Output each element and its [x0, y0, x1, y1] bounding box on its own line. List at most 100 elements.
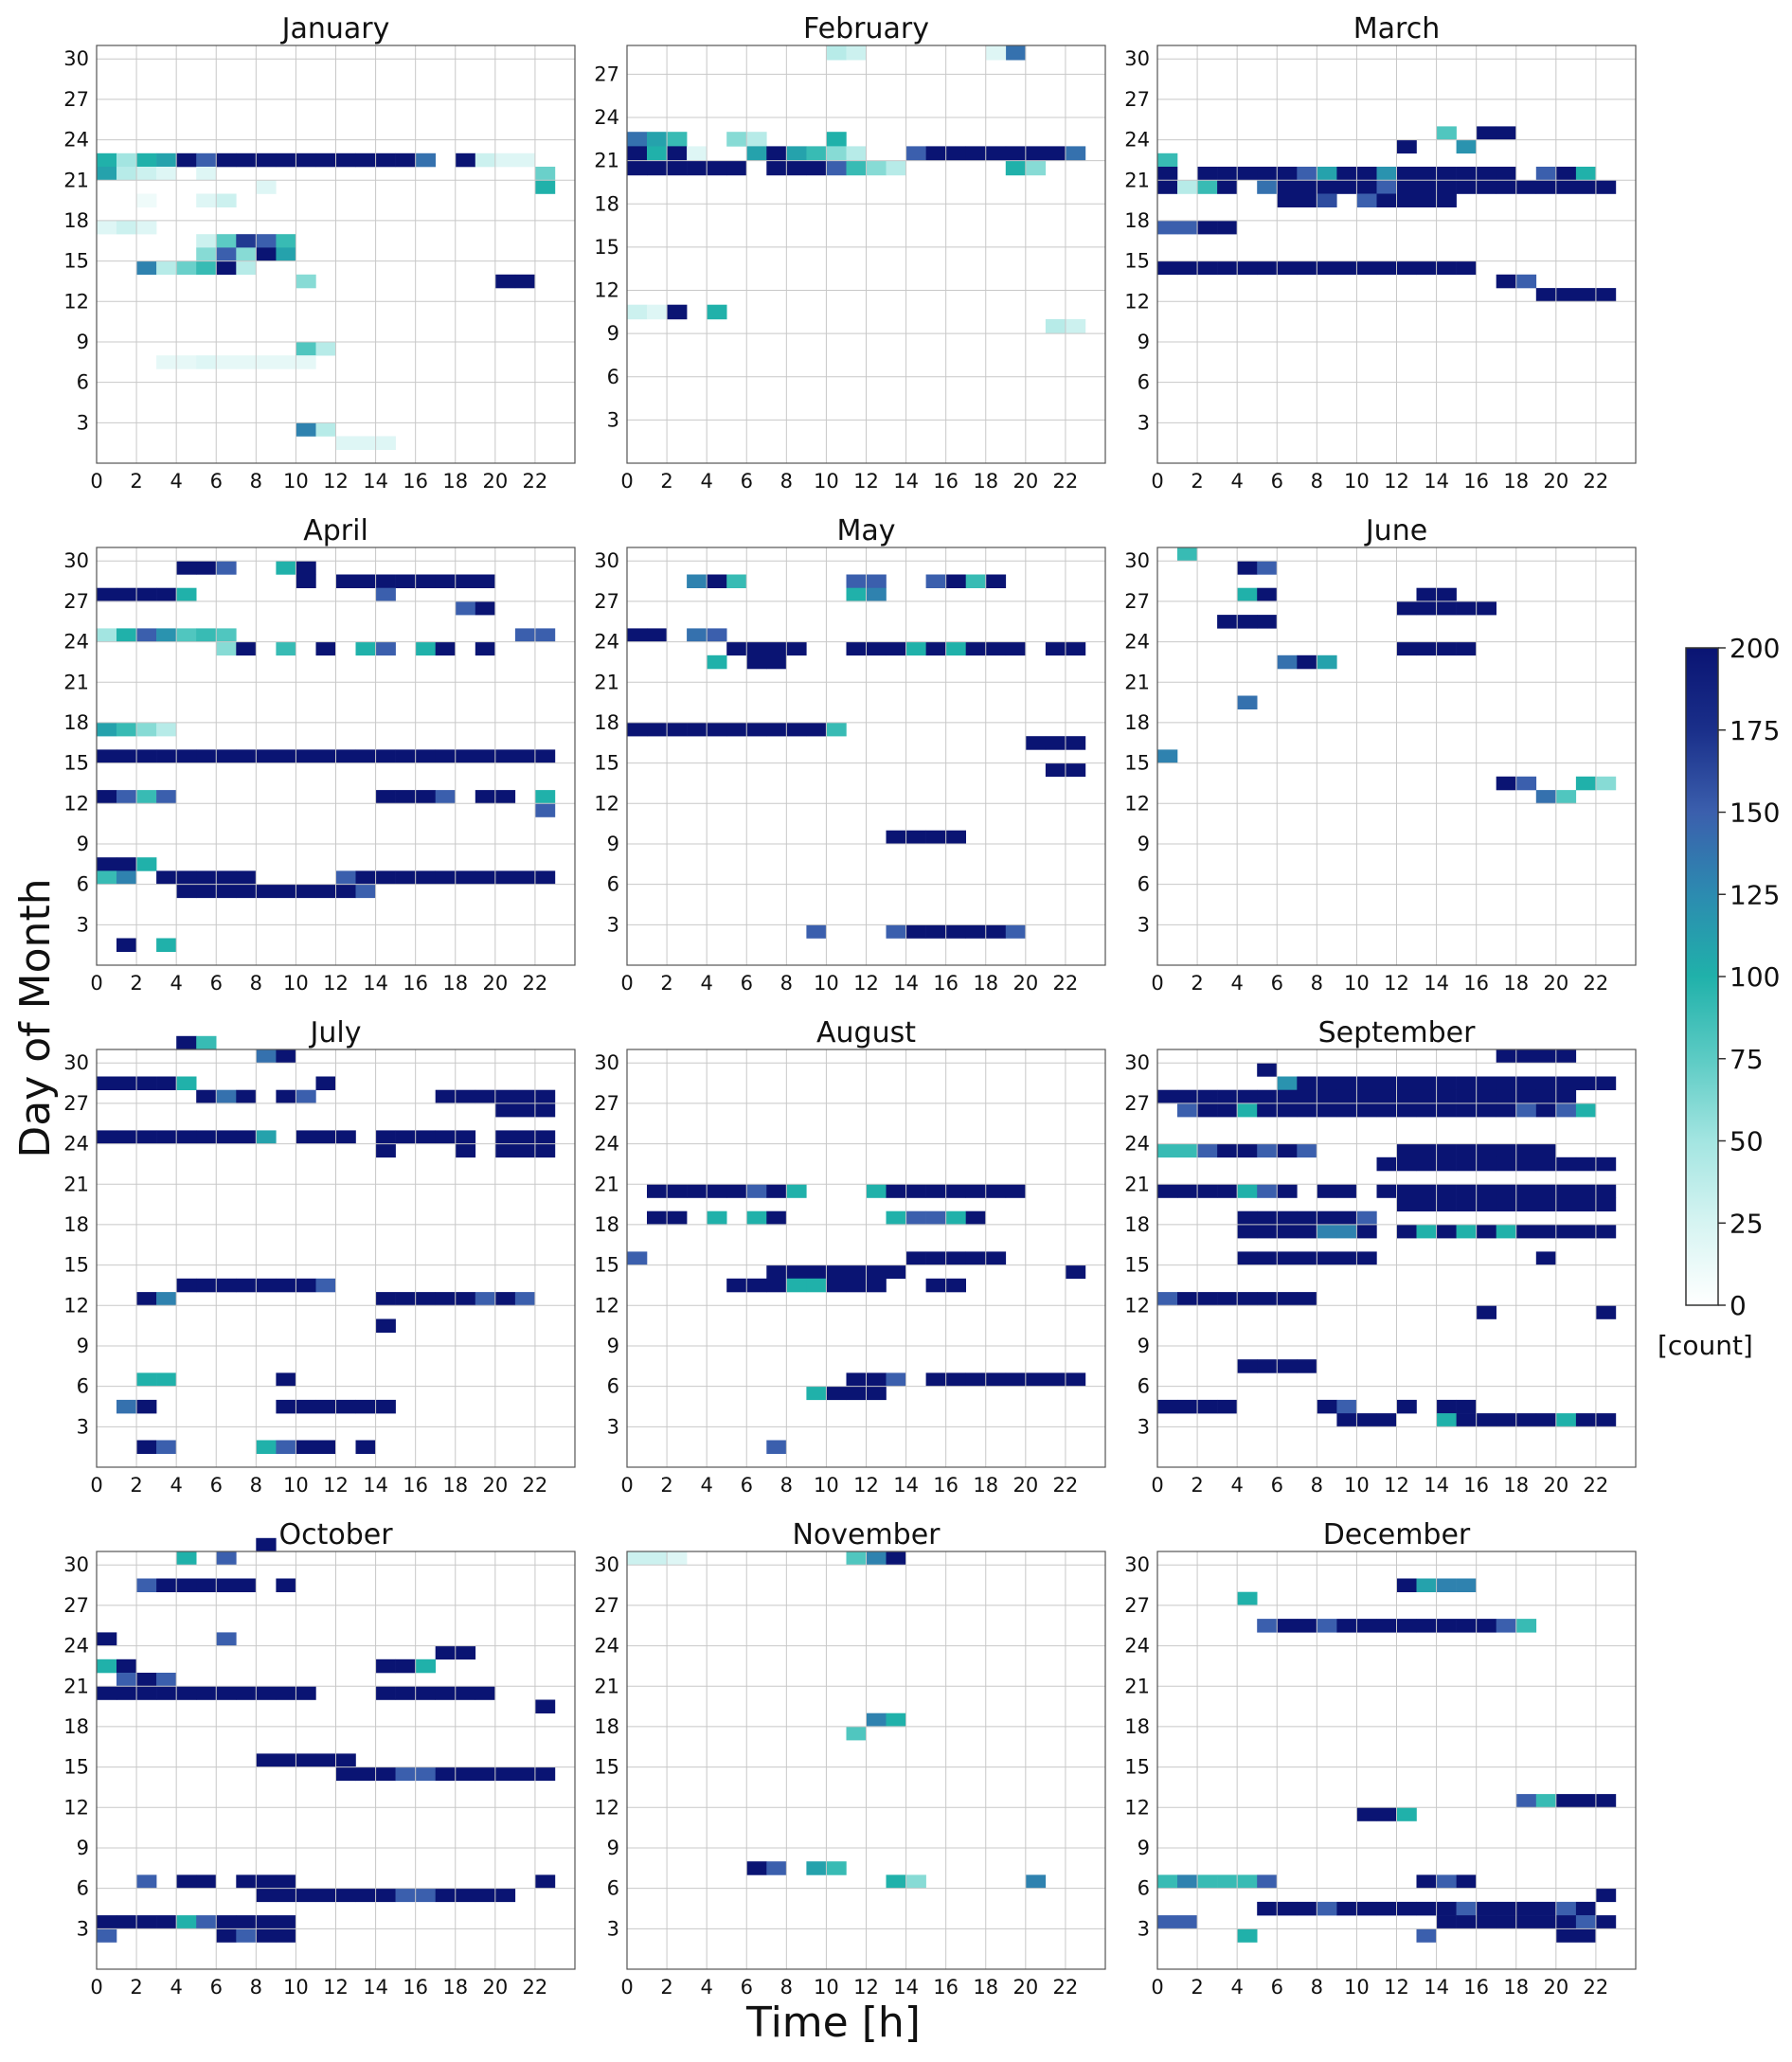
x-tick-label: 8: [780, 1474, 793, 1497]
heatmap-cell: [534, 1130, 556, 1144]
heatmap-cell: [1456, 1399, 1477, 1414]
heatmap-cell: [826, 132, 847, 147]
heatmap-cell: [415, 1130, 436, 1144]
heatmap-cell: [216, 628, 237, 642]
heatmap-cell: [375, 1659, 396, 1674]
heatmap-cell: [494, 1888, 516, 1903]
heatmap-cell: [1197, 1103, 1218, 1118]
heatmap-cell: [1595, 1413, 1617, 1427]
heatmap-cell: [176, 628, 197, 642]
heatmap-cell: [1456, 1103, 1477, 1118]
heatmap-cell: [1595, 1184, 1617, 1198]
heatmap-cell: [985, 641, 1007, 656]
heatmap-cell: [1496, 1901, 1516, 1916]
heatmap-cell: [905, 641, 926, 656]
y-tick-label: 24: [1124, 631, 1150, 654]
heatmap-cell: [1237, 1591, 1258, 1606]
x-tick-label: 14: [363, 1474, 388, 1497]
x-tick-label: 22: [1584, 972, 1609, 995]
heatmap-cell: [1177, 1399, 1198, 1414]
heatmap-cell: [1336, 1076, 1357, 1090]
x-tick-label: 6: [1271, 972, 1283, 995]
heatmap-cell: [726, 641, 747, 656]
heatmap-cell: [925, 1210, 946, 1226]
heatmap-cell: [216, 1578, 237, 1592]
heatmap-cell: [1277, 1143, 1298, 1158]
x-tick-label: 0: [90, 1474, 102, 1497]
heatmap-cell: [1496, 1197, 1516, 1211]
heatmap-cell: [435, 870, 456, 885]
heatmap-cell: [1317, 1901, 1337, 1916]
heatmap-cell: [315, 1399, 336, 1414]
x-tick-label: 14: [363, 972, 388, 995]
x-tick-label: 8: [1311, 1976, 1323, 1999]
heatmap-cell: [886, 641, 906, 656]
heatmap-cell: [435, 749, 456, 763]
heatmap-cell: [1555, 1157, 1577, 1172]
heatmap-cell: [315, 342, 336, 356]
heatmap-cell: [1575, 1928, 1597, 1943]
heatmap-cell: [176, 152, 197, 168]
heatmap-cell: [1257, 1210, 1278, 1226]
panel-frame: [1156, 45, 1637, 464]
heatmap-cell: [335, 1130, 356, 1144]
heatmap-cell: [196, 247, 217, 261]
panel-frame: [96, 1551, 576, 1970]
heatmap-cell: [687, 1184, 708, 1198]
heatmap-cell: [985, 146, 1007, 161]
heatmap-cell: [156, 260, 177, 276]
heatmap-cell: [1257, 180, 1278, 194]
heatmap-cell: [766, 1184, 787, 1198]
heatmap-cell: [196, 193, 217, 207]
y-tick-label: 9: [1138, 331, 1150, 353]
heatmap-cell: [196, 1578, 217, 1592]
heatmap-cell: [156, 167, 177, 181]
heatmap-cell: [296, 342, 316, 356]
heatmap-cell: [1555, 1089, 1577, 1104]
x-tick-label: 18: [973, 470, 998, 493]
heatmap-cell: [1317, 1103, 1337, 1118]
heatmap-cell: [1277, 1619, 1298, 1633]
heatmap-cell: [1217, 1103, 1238, 1118]
heatmap-cell: [415, 574, 436, 588]
heatmap-cell: [985, 1251, 1007, 1265]
y-tick-label: 9: [607, 322, 619, 345]
heatmap-cell: [1237, 1292, 1258, 1306]
heatmap-cell: [846, 1726, 867, 1741]
y-tick-label: 27: [594, 1092, 619, 1115]
heatmap-cell: [296, 1130, 316, 1144]
heatmap-cell: [1575, 167, 1597, 181]
heatmap-cell: [1535, 167, 1557, 181]
x-tick-label: 10: [1344, 1474, 1370, 1497]
heatmap-cell: [276, 641, 296, 656]
heatmap-cell: [766, 654, 787, 670]
heatmap-cell: [1025, 160, 1047, 176]
y-tick-label: 3: [1138, 1415, 1150, 1438]
heatmap-cell: [176, 587, 197, 602]
heatmap-cell: [1237, 1210, 1258, 1226]
y-tick-label: 6: [77, 873, 89, 896]
heatmap-cell: [1257, 615, 1278, 629]
heatmap-cell: [1555, 1413, 1577, 1427]
x-tick-label: 12: [853, 470, 879, 493]
y-tick-label: 6: [1138, 1375, 1150, 1398]
heatmap-cell: [627, 1551, 648, 1566]
heatmap-cell: [116, 857, 137, 871]
heatmap-cell: [1177, 1915, 1198, 1929]
heatmap-cell: [395, 1292, 416, 1306]
y-tick-label: 15: [1124, 752, 1150, 775]
heatmap-cell: [1336, 260, 1357, 276]
heatmap-cell: [1515, 1197, 1537, 1211]
heatmap-cell: [1257, 1901, 1278, 1916]
heatmap-cell: [1297, 180, 1317, 194]
heatmap-cell: [1515, 1157, 1537, 1172]
y-tick-label: 12: [1124, 1796, 1150, 1819]
y-tick-label: 24: [594, 1635, 619, 1658]
heatmap-cell: [116, 938, 137, 952]
x-tick-label: 16: [933, 1976, 959, 1999]
heatmap-cell: [1436, 260, 1457, 276]
heatmap-cell: [216, 193, 237, 207]
heatmap-cell: [236, 247, 257, 261]
x-tick-label: 8: [250, 972, 262, 995]
y-tick-label: 30: [594, 549, 619, 572]
